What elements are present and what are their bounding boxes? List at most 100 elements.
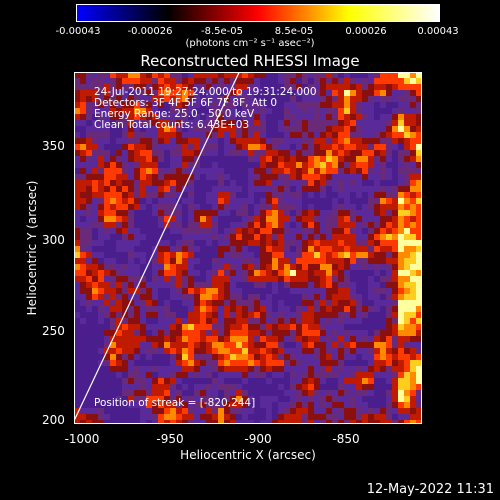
heatmap-cell <box>416 318 422 324</box>
heatmap-cell <box>314 252 320 258</box>
heatmap-cell <box>110 312 116 318</box>
heatmap-cell <box>362 96 368 102</box>
heatmap-cell <box>356 264 362 270</box>
heatmap-cell <box>212 228 218 234</box>
heatmap-cell <box>398 252 404 258</box>
heatmap-cell <box>116 192 122 198</box>
heatmap-cell <box>272 210 278 216</box>
heatmap-cell <box>350 336 356 342</box>
heatmap-cell <box>164 396 170 402</box>
heatmap-cell <box>266 204 272 210</box>
heatmap-cell <box>248 168 254 174</box>
heatmap-cell <box>80 342 86 348</box>
heatmap-cell <box>308 84 314 90</box>
heatmap-cell <box>146 138 152 144</box>
heatmap-cell <box>152 114 158 120</box>
heatmap-cell <box>338 330 344 336</box>
heatmap-cell <box>98 342 104 348</box>
heatmap-cell <box>230 132 236 138</box>
heatmap-cell <box>200 276 206 282</box>
heatmap-cell <box>278 336 284 342</box>
heatmap-cell <box>92 204 98 210</box>
heatmap-cell <box>158 378 164 384</box>
heatmap-cell <box>272 90 278 96</box>
heatmap-cell <box>278 168 284 174</box>
heatmap-cell <box>410 216 416 222</box>
heatmap-cell <box>236 348 242 354</box>
heatmap-cell <box>92 102 98 108</box>
heatmap-cell <box>302 120 308 126</box>
heatmap-cell <box>74 138 80 144</box>
heatmap-cell <box>332 156 338 162</box>
heatmap-cell <box>92 270 98 276</box>
heatmap-cell <box>230 192 236 198</box>
heatmap-cell <box>284 234 290 240</box>
heatmap-cell <box>80 372 86 378</box>
heatmap-cell <box>296 162 302 168</box>
heatmap-cell <box>380 132 386 138</box>
heatmap-cell <box>86 258 92 264</box>
heatmap-cell <box>278 210 284 216</box>
heatmap-cell <box>296 156 302 162</box>
heatmap-cell <box>182 402 188 408</box>
heatmap-cell <box>218 348 224 354</box>
heatmap-cell <box>380 402 386 408</box>
heatmap-cell <box>398 342 404 348</box>
heatmap-cell <box>278 306 284 312</box>
heatmap-cell <box>152 234 158 240</box>
heatmap-cell <box>302 72 308 78</box>
heatmap-cell <box>260 306 266 312</box>
heatmap-cell <box>188 144 194 150</box>
heatmap-cell <box>74 402 80 408</box>
heatmap-cell <box>356 228 362 234</box>
heatmap-cell <box>404 282 410 288</box>
heatmap-cell <box>284 132 290 138</box>
heatmap-cell <box>248 120 254 126</box>
heatmap-cell <box>74 216 80 222</box>
heatmap-cell <box>116 186 122 192</box>
heatmap-cell <box>404 150 410 156</box>
heatmap-cell <box>86 180 92 186</box>
heatmap-cell <box>254 402 260 408</box>
heatmap-cell <box>254 258 260 264</box>
heatmap-cell <box>170 240 176 246</box>
heatmap-cell <box>140 252 146 258</box>
heatmap-cell <box>332 198 338 204</box>
heatmap-cell <box>296 228 302 234</box>
heatmap-cell <box>170 288 176 294</box>
heatmap-cell <box>350 72 356 78</box>
heatmap-cell <box>266 402 272 408</box>
heatmap-cell <box>380 144 386 150</box>
heatmap-cell <box>122 96 128 102</box>
heatmap-cell <box>140 294 146 300</box>
heatmap-cell <box>206 180 212 186</box>
heatmap-cell <box>308 102 314 108</box>
heatmap-cell <box>284 174 290 180</box>
heatmap-cell <box>242 126 248 132</box>
heatmap-cell <box>266 84 272 90</box>
heatmap-cell <box>266 414 272 420</box>
heatmap-cell <box>224 84 230 90</box>
heatmap-cell <box>218 306 224 312</box>
heatmap-cell <box>164 390 170 396</box>
heatmap-cell <box>338 78 344 84</box>
heatmap-cell <box>314 414 320 420</box>
heatmap-cell <box>122 270 128 276</box>
heatmap-cell <box>344 240 350 246</box>
heatmap-cell <box>248 390 254 396</box>
heatmap-cell <box>320 414 326 420</box>
heatmap-cell <box>380 240 386 246</box>
heatmap-cell <box>338 144 344 150</box>
heatmap-cell <box>92 132 98 138</box>
heatmap-cell <box>416 222 422 228</box>
heatmap-cell <box>200 318 206 324</box>
heatmap-cell <box>362 186 368 192</box>
heatmap-cell <box>290 96 296 102</box>
heatmap-cell <box>326 186 332 192</box>
heatmap-cell <box>416 330 422 336</box>
heatmap-cell <box>398 300 404 306</box>
heatmap-cell <box>350 366 356 372</box>
heatmap-cell <box>74 102 80 108</box>
heatmap-cell <box>206 150 212 156</box>
heatmap-cell <box>314 120 320 126</box>
